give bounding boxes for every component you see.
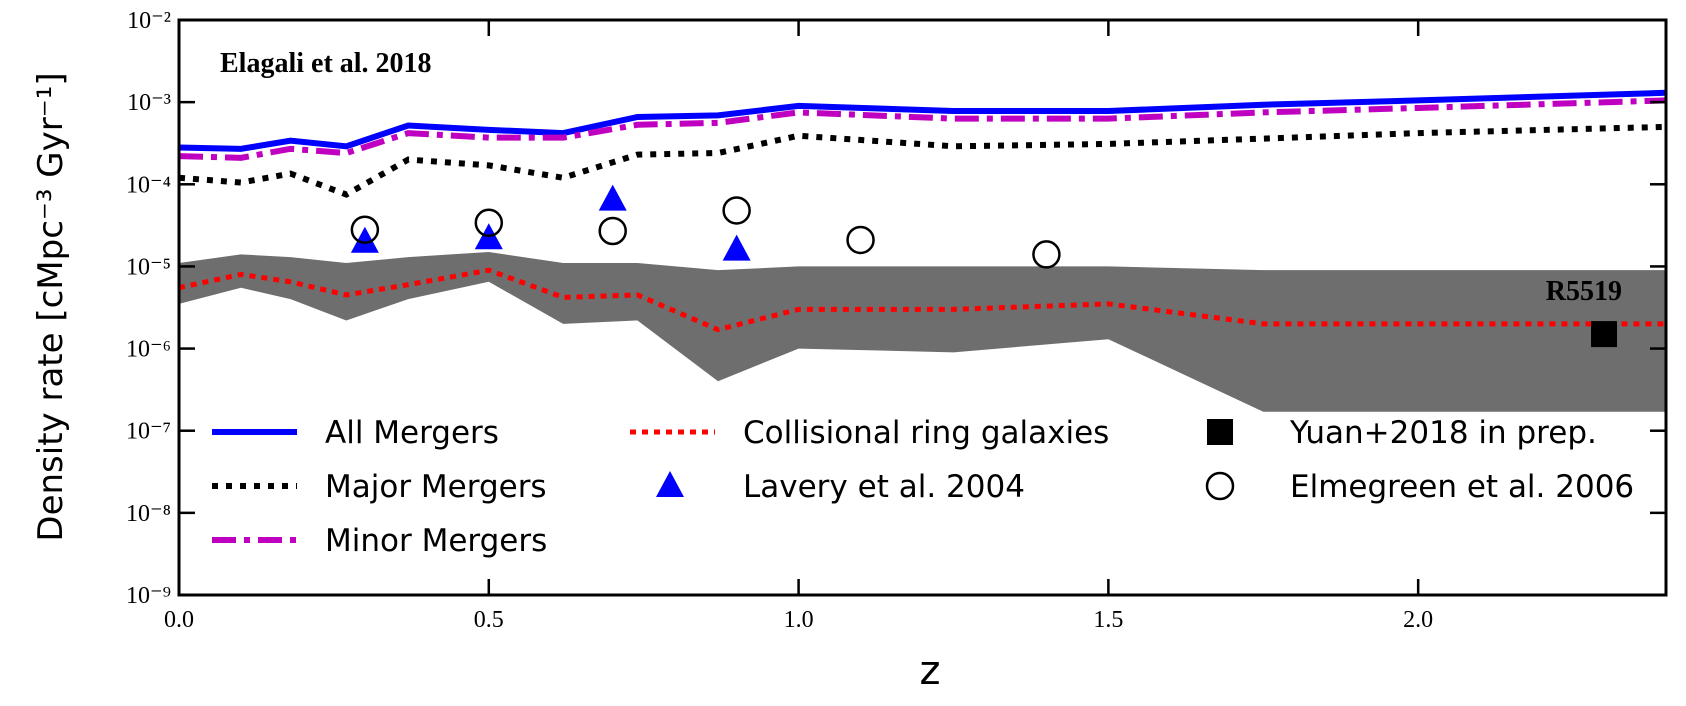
circle-marker xyxy=(846,225,875,255)
y-tick-label: 10⁻⁴ xyxy=(126,172,171,198)
triangle-marker xyxy=(350,226,379,253)
legend-label: Elmegreen et al. 2006 xyxy=(1290,469,1634,505)
point-label: R5519 xyxy=(1546,276,1622,307)
legend-item: Minor Mergers xyxy=(212,523,547,559)
x-axis-title: z xyxy=(920,648,941,694)
triangle-marker xyxy=(722,234,751,261)
circle-marker xyxy=(474,208,504,238)
legend-item: Lavery et al. 2004 xyxy=(656,469,1025,505)
series-line xyxy=(178,123,1667,198)
y-tick-label: 10⁻⁶ xyxy=(126,337,171,363)
legend-label: Yuan+2018 in prep. xyxy=(1289,415,1597,451)
y-tick-label: 10⁻⁹ xyxy=(126,583,171,609)
square-marker xyxy=(1207,419,1233,445)
legend-label: All Mergers xyxy=(325,415,499,451)
circle-marker xyxy=(1032,240,1061,269)
triangle-marker xyxy=(656,471,684,497)
legend-label: Lavery et al. 2004 xyxy=(743,469,1025,505)
legend-label: Major Mergers xyxy=(325,469,547,505)
x-tick-label: 2.0 xyxy=(1403,607,1433,633)
legend-item: Yuan+2018 in prep. xyxy=(1207,415,1597,451)
circle-marker xyxy=(598,216,627,246)
y-tick-label: 10⁻² xyxy=(127,8,171,34)
series-line xyxy=(178,97,1667,161)
triangle-marker xyxy=(598,184,627,211)
circle-marker xyxy=(1205,471,1235,501)
range-band xyxy=(179,251,1666,412)
circle-marker xyxy=(722,196,751,225)
square-marker xyxy=(1591,321,1618,348)
annotation: Elagali et al. 2018 xyxy=(220,48,432,79)
x-tick-label: 1.0 xyxy=(784,607,814,633)
plot-frame xyxy=(177,18,1668,597)
x-tick-label: 0.0 xyxy=(164,607,194,633)
y-tick-label: 10⁻⁸ xyxy=(126,501,171,527)
y-tick-label: 10⁻⁷ xyxy=(126,419,171,445)
legend-label: Collisional ring galaxies xyxy=(743,415,1109,451)
series-line xyxy=(178,89,1667,152)
legend-item: Elmegreen et al. 2006 xyxy=(1205,469,1634,505)
legend-item: All Mergers xyxy=(212,415,499,451)
y-axis-title: Density rate [cMpc⁻³ Gyr⁻¹] xyxy=(31,72,71,541)
circle-marker xyxy=(350,215,380,244)
legend-item: Collisional ring galaxies xyxy=(630,415,1109,451)
legend-item: Major Mergers xyxy=(212,469,547,505)
y-tick-label: 10⁻³ xyxy=(127,90,171,116)
series-line xyxy=(178,267,1666,333)
y-tick-label: 10⁻⁵ xyxy=(126,254,171,280)
x-tick-label: 0.5 xyxy=(474,607,504,633)
x-tick-label: 1.5 xyxy=(1093,607,1123,633)
legend-label: Minor Mergers xyxy=(325,523,547,559)
